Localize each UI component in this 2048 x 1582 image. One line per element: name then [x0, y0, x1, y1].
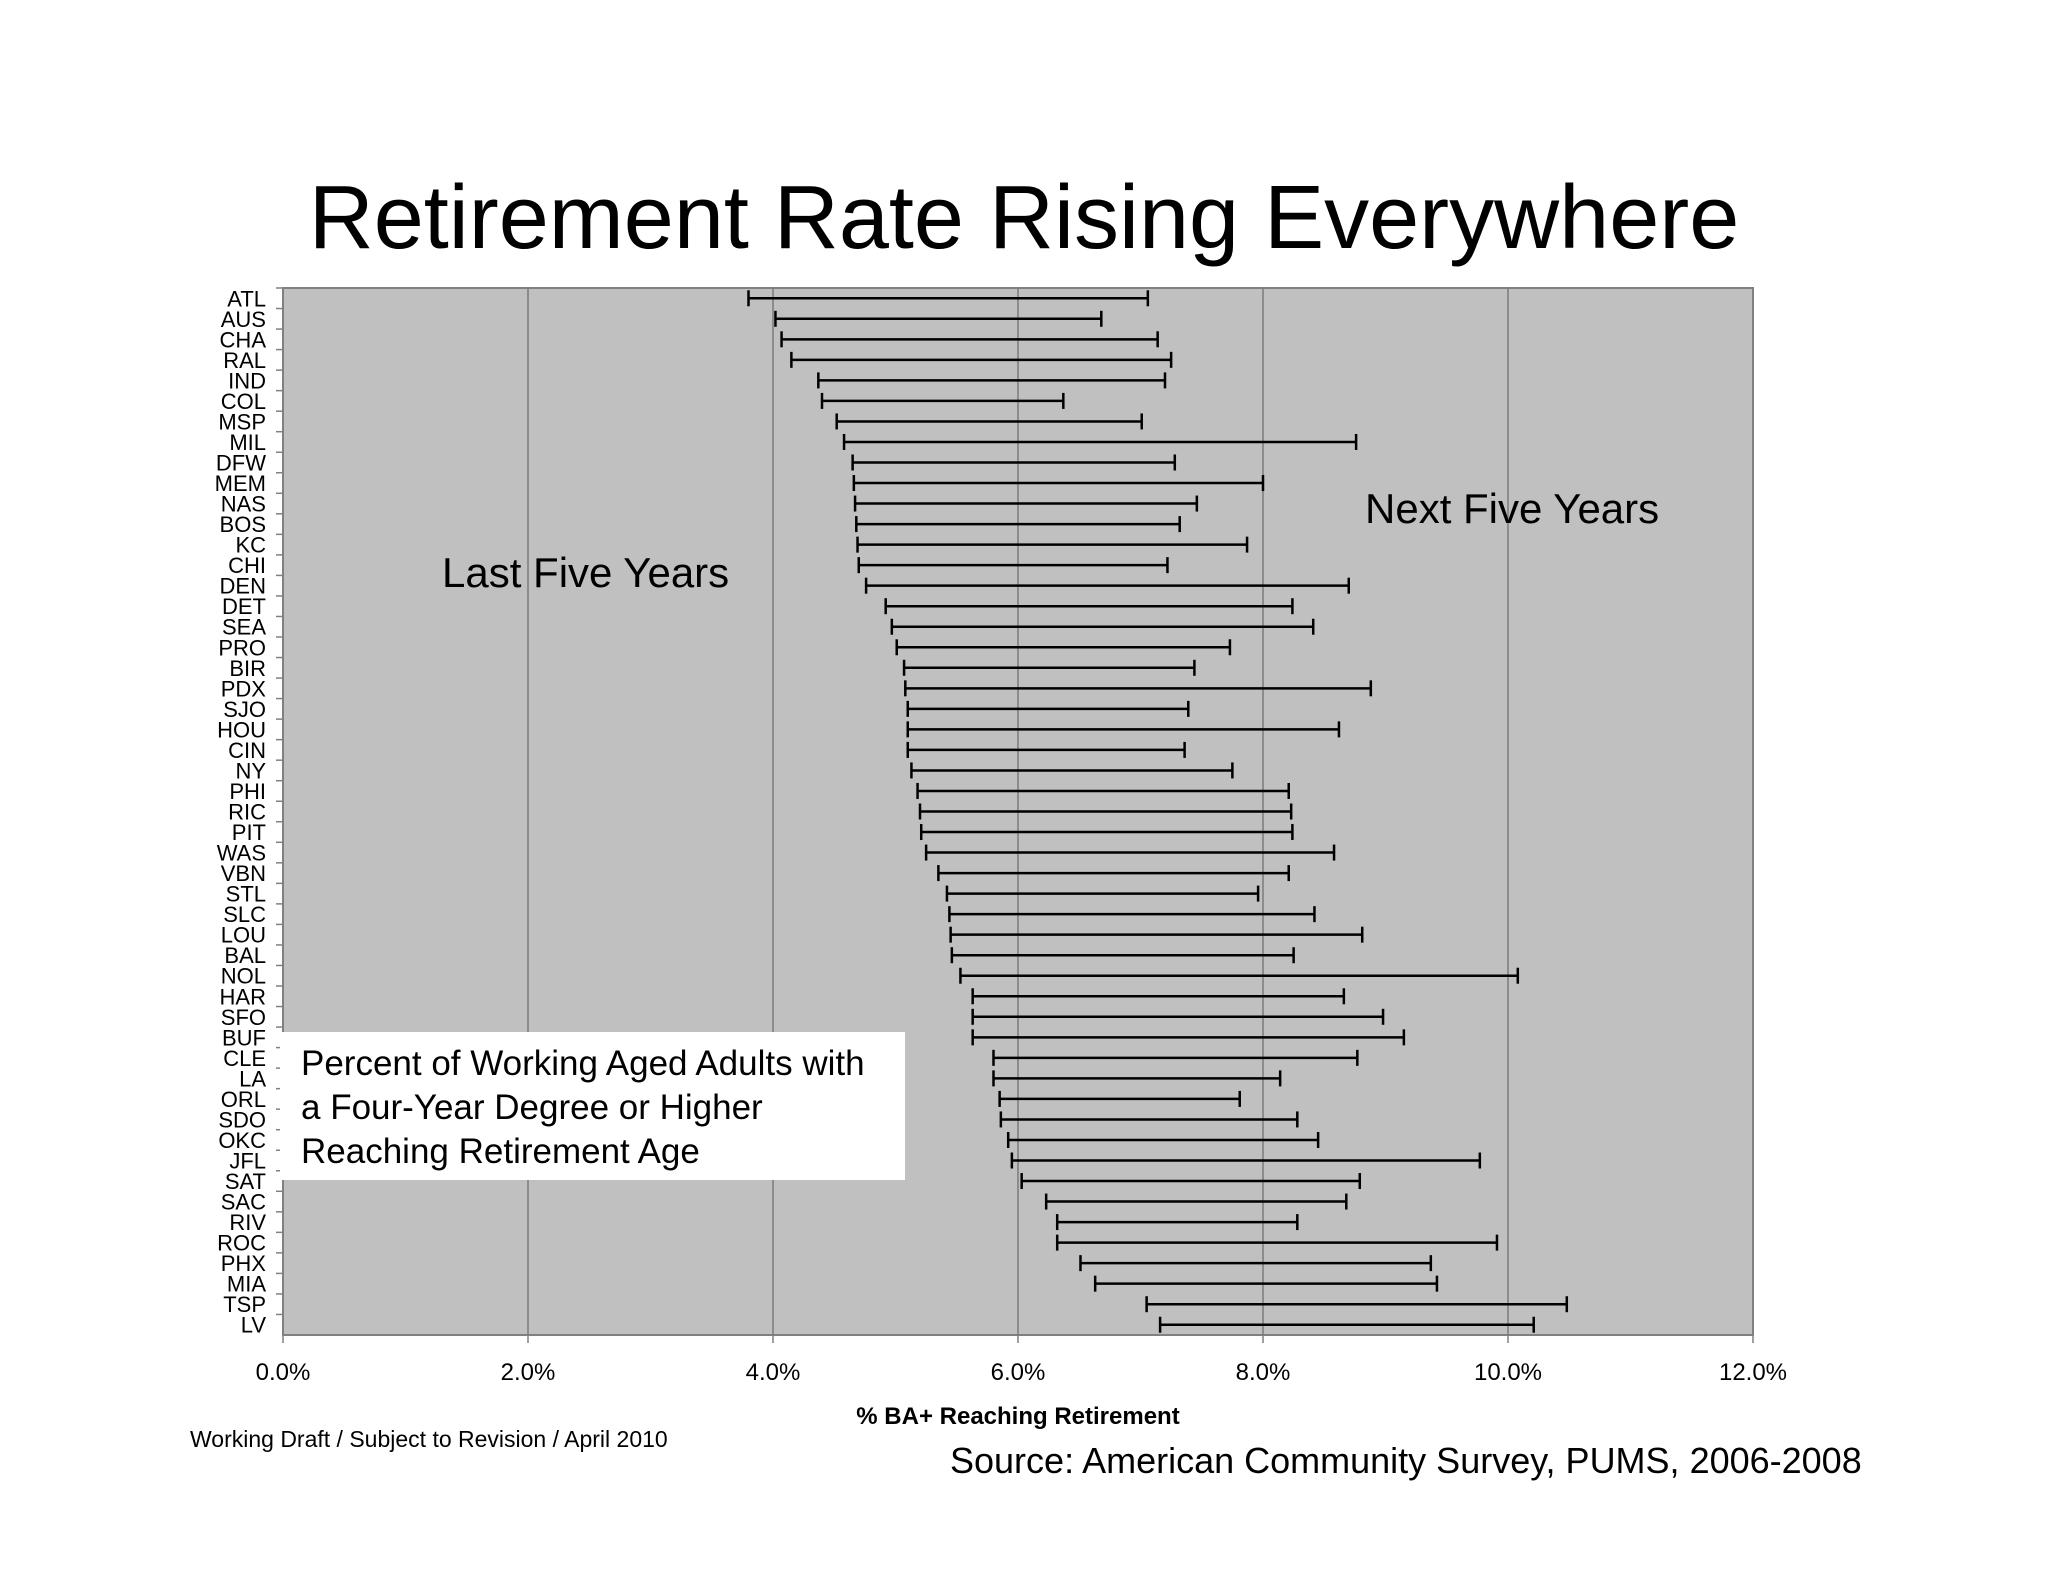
category-label: RIC [228, 800, 266, 825]
category-label: RIV [229, 1210, 266, 1235]
category-label: MIA [227, 1272, 266, 1297]
category-label: OKC [218, 1128, 266, 1153]
category-label: DET [222, 594, 266, 619]
category-label: PHX [221, 1251, 267, 1276]
annotation-next-five-years: Next Five Years [1365, 485, 1659, 532]
category-label: BIR [229, 656, 266, 681]
x-axis-label: % BA+ Reaching Retirement [856, 1403, 1179, 1430]
category-label: CLE [223, 1046, 266, 1071]
category-label: SJO [223, 697, 266, 722]
category-label: LA [239, 1066, 266, 1091]
category-label: PHI [229, 779, 266, 804]
category-label: IND [228, 368, 266, 393]
category-label: AUS [221, 307, 266, 332]
category-label: DEN [220, 574, 266, 599]
category-label: LOU [221, 923, 266, 948]
annotation-last-five-years: Last Five Years [442, 549, 729, 596]
x-tick-label: 8.0% [1236, 1359, 1291, 1386]
category-label: COL [221, 389, 266, 414]
x-tick-label: 12.0% [1719, 1359, 1787, 1386]
category-label: BAL [224, 943, 266, 968]
category-label: HAR [220, 984, 266, 1009]
draft-note: Working Draft / Subject to Revision / Ap… [190, 1426, 668, 1452]
category-label: STL [226, 882, 266, 907]
category-label: SAT [225, 1169, 266, 1194]
category-label: ATL [227, 286, 266, 311]
category-label: KC [235, 533, 266, 558]
description-text-line: a Four-Year Degree or Higher [301, 1088, 763, 1127]
x-tick-label: 10.0% [1474, 1359, 1542, 1386]
chart-title: Retirement Rate Rising Everywhere [308, 168, 1740, 268]
category-label: PIT [232, 820, 266, 845]
category-label: HOU [217, 717, 266, 742]
x-tick-label: 4.0% [746, 1359, 801, 1386]
category-label: DFW [216, 451, 266, 476]
description-box [280, 1032, 905, 1180]
category-label: SFO [221, 1005, 266, 1030]
category-label: JFL [229, 1149, 266, 1174]
category-label: NAS [221, 492, 266, 517]
category-label: SLC [223, 902, 266, 927]
category-label: PRO [218, 635, 266, 660]
source-note: Source: American Community Survey, PUMS,… [950, 1440, 1862, 1481]
category-label: RAL [223, 348, 266, 373]
x-tick-label: 6.0% [991, 1359, 1046, 1386]
category-label: ROC [217, 1231, 266, 1256]
description-text-line: Percent of Working Aged Adults with [301, 1044, 865, 1083]
category-label: NOL [221, 964, 266, 989]
category-label: NY [235, 758, 266, 783]
category-label: MSP [218, 409, 266, 434]
category-label: TSP [223, 1292, 266, 1317]
category-label: BUF [222, 1025, 266, 1050]
category-label: BOS [220, 512, 266, 537]
category-label: CHA [220, 327, 267, 352]
category-label: MIL [229, 430, 266, 455]
x-tick-label: 2.0% [501, 1359, 556, 1386]
category-label: CHI [228, 553, 266, 578]
category-label: PDX [221, 676, 267, 701]
category-label: CIN [228, 738, 266, 763]
x-tick-label: 0.0% [256, 1359, 311, 1386]
category-label: SDO [218, 1107, 266, 1132]
category-label: MEM [215, 471, 266, 496]
category-label: VBN [221, 861, 266, 886]
description-text-line: Reaching Retirement Age [301, 1132, 700, 1171]
category-label: SAC [221, 1190, 266, 1215]
category-label: ORL [221, 1087, 266, 1112]
category-label: WAS [217, 841, 266, 866]
category-label: SEA [222, 615, 266, 640]
category-label: LV [241, 1313, 267, 1338]
